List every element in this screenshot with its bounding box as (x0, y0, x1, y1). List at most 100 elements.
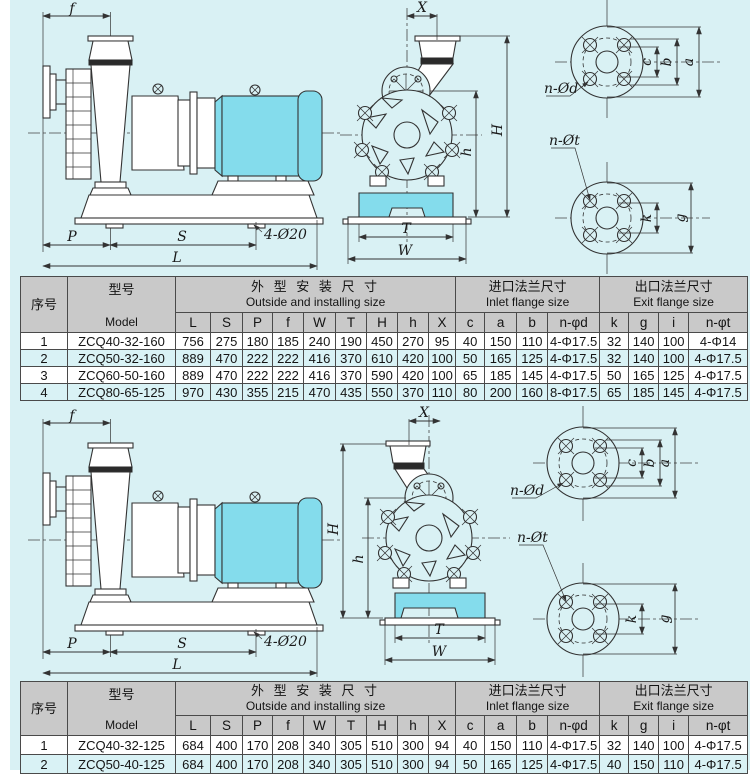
value-cell: 420 (397, 366, 429, 384)
dim-label-a: a (681, 58, 697, 66)
front-base (394, 592, 486, 619)
col-P: P (242, 715, 273, 736)
dim-label-f: f (68, 1, 77, 17)
col-n-phi-t: n-φt (688, 715, 749, 736)
col-f: f (272, 715, 304, 736)
value-cell: 4-Φ17.5 (688, 754, 749, 774)
value-cell: 420 (397, 349, 429, 367)
model-label-zh: 型号 (108, 687, 135, 702)
value-cell: 684 (175, 735, 211, 755)
value-cell: 215 (272, 383, 304, 401)
col-n-phi-d: n-φd (547, 715, 601, 736)
value-cell: 305 (335, 754, 367, 774)
pump-drawing-160-series: f P S L 4-Ø20 (28, 0, 722, 274)
value-cell: 4-Φ17.5 (688, 349, 749, 367)
outlet-holes-note: n-Øt (549, 133, 580, 149)
value-cell: 222 (272, 366, 304, 384)
model-cell: ZCQ40-32-125 (67, 735, 176, 755)
value-cell: 145 (516, 366, 549, 384)
value-cell: 40 (455, 332, 486, 350)
table-body: 1 ZCQ40-32-125 684 400 170 208 340 305 510 300 94 4… (20, 735, 749, 774)
value-cell: 40 (599, 754, 630, 774)
value-cell: 150 (628, 754, 660, 774)
row-index: 2 (20, 349, 68, 367)
group-header-inlet-flange: 进口法兰尺寸 Inlet flange size (455, 681, 601, 716)
value-cell: 590 (366, 366, 398, 384)
value-cell: 80 (455, 383, 486, 401)
row-index: 3 (20, 366, 68, 384)
outlet-flange-view: k g n-Øt (549, 133, 710, 274)
dim-label-c: c (624, 459, 640, 467)
col-L: L (175, 312, 211, 333)
value-cell: 300 (397, 735, 429, 755)
value-cell: 416 (303, 366, 336, 384)
group-header-outside-size: 外 型 安 装 尺 寸 Outside and installing size (174, 681, 457, 716)
value-cell: 222 (242, 349, 273, 367)
inlet-flange-view: c b a n-Ød (510, 406, 700, 521)
outlet-flange-view: k g n-Øt (517, 530, 700, 677)
table-row: 1 ZCQ40-32-125 684 400 170 208 340 305 510 300 94 4… (20, 735, 749, 755)
value-cell: 370 (397, 383, 429, 401)
eyebolt-icon (249, 84, 261, 96)
value-cell: 208 (272, 754, 304, 774)
value-cell: 180 (242, 332, 273, 350)
col-i: i (658, 715, 690, 736)
value-cell: 185 (272, 332, 304, 350)
value-cell: 110 (516, 735, 549, 755)
value-cell: 4-Φ17.5 (688, 735, 749, 755)
value-cell: 170 (242, 754, 273, 774)
col-k: k (599, 715, 630, 736)
value-cell: 240 (303, 332, 336, 350)
value-cell: 50 (455, 754, 486, 774)
value-cell: 450 (366, 332, 398, 350)
value-cell: 40 (455, 735, 486, 755)
value-cell: 140 (628, 332, 660, 350)
value-cell: 416 (303, 349, 336, 367)
col-T: T (335, 312, 367, 333)
inlet-flange-view: c b a n-Ød (544, 0, 722, 118)
value-cell: 140 (628, 349, 660, 367)
dim-label-H: H (490, 123, 506, 137)
table-row: 3 ZCQ60-50-160 889 470 222 222 416 370 590 420 100… (20, 366, 749, 384)
value-cell: 100 (658, 349, 690, 367)
value-cell: 4-Φ14 (688, 332, 749, 350)
value-cell: 889 (175, 366, 211, 384)
value-cell: 340 (303, 735, 336, 755)
front-base (358, 192, 454, 218)
dim-label-h: h (351, 554, 367, 563)
dim-label-k: k (639, 214, 655, 222)
value-cell: 4-Φ17.5 (547, 332, 601, 350)
pump-front-view: X T W H h (326, 405, 510, 665)
col-P: P (242, 312, 273, 333)
model-cell: ZCQ40-32-160 (67, 332, 176, 350)
group-header-exit-flange: 出口法兰尺寸 Exit flange size (599, 276, 749, 313)
dim-label-x: X (416, 0, 428, 16)
spec-table-125-series: 序号 型号 Model 外 型 安 装 尺 寸 Outside and inst… (20, 681, 749, 774)
value-cell: 65 (455, 366, 486, 384)
value-cell: 756 (175, 332, 211, 350)
dim-label-H: H (326, 522, 342, 536)
value-cell: 610 (366, 349, 398, 367)
col-a: a (484, 312, 518, 333)
dim-label-c: c (639, 58, 655, 66)
dim-label-p: P (66, 229, 77, 245)
dim-label-b: b (642, 458, 658, 467)
col-g: g (628, 312, 660, 333)
value-cell: 400 (210, 735, 243, 755)
value-cell: 970 (175, 383, 211, 401)
col-f: f (272, 312, 304, 333)
model-cell: ZCQ60-50-160 (67, 366, 176, 384)
value-cell: 165 (484, 754, 518, 774)
col-W: W (303, 312, 336, 333)
col-X: X (427, 715, 457, 736)
slot-note: 4-Ø20 (263, 227, 307, 243)
value-cell: 370 (335, 349, 367, 367)
value-cell: 110 (516, 332, 549, 350)
value-cell: 684 (175, 754, 211, 774)
col-n-phi-d: n-φd (547, 312, 601, 333)
dim-label-w: W (398, 243, 414, 259)
value-cell: 4-Φ17.5 (547, 349, 601, 367)
eyebolt-icon (152, 83, 164, 95)
pump-side-view: f P S L 4-Ø20 (28, 1, 342, 270)
value-cell: 100 (427, 349, 457, 367)
